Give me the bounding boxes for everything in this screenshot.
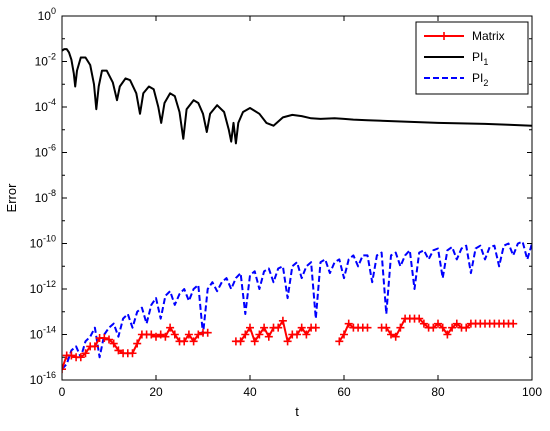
legend-pi1-label: PI1 bbox=[472, 50, 488, 67]
series-matrix-marker bbox=[443, 330, 452, 339]
y-tick-label: 10-16 bbox=[30, 370, 56, 387]
series-matrix-marker bbox=[189, 337, 198, 346]
series-matrix-marker bbox=[260, 323, 269, 332]
x-tick-label: 100 bbox=[522, 385, 542, 399]
series-matrix-marker bbox=[293, 330, 301, 339]
series-matrix-marker bbox=[166, 323, 175, 332]
series-matrix-marker bbox=[184, 330, 193, 339]
y-tick-label: 10-6 bbox=[35, 143, 56, 160]
y-tick-label: 10-12 bbox=[30, 279, 56, 296]
series-matrix-line bbox=[235, 319, 316, 343]
series-matrix-marker bbox=[283, 337, 292, 346]
x-tick-label: 0 bbox=[59, 385, 66, 399]
x-tick-label: 80 bbox=[431, 385, 445, 399]
series-pi2-line bbox=[62, 240, 532, 370]
x-tick-label: 60 bbox=[337, 385, 351, 399]
plot-frame bbox=[61, 15, 533, 381]
series-matrix-marker bbox=[452, 319, 461, 328]
y-tick-label: 10-2 bbox=[35, 52, 56, 69]
series-matrix-marker bbox=[274, 323, 283, 332]
series-matrix-marker bbox=[67, 351, 76, 360]
series-matrix-marker bbox=[448, 323, 457, 332]
series-matrix-marker bbox=[396, 323, 405, 332]
series-pi1-line bbox=[62, 48, 532, 145]
series-matrix-marker bbox=[236, 337, 245, 346]
series-matrix-marker bbox=[382, 323, 391, 332]
series-matrix-marker bbox=[76, 353, 85, 362]
y-axis-title: Error bbox=[4, 183, 19, 213]
axis-labels: 0 20 40 60 80 100 10-16 10-14 10-12 10-10 10-8 10-6… bbox=[30, 6, 543, 399]
series-matrix-marker bbox=[344, 319, 353, 328]
series-matrix-marker bbox=[90, 342, 99, 351]
series-matrix-marker bbox=[311, 323, 320, 332]
series-matrix-marker bbox=[264, 332, 273, 341]
series-matrix-marker bbox=[170, 330, 179, 339]
series-matrix-marker bbox=[250, 337, 259, 346]
series-matrix-marker bbox=[147, 330, 156, 339]
series-matrix-marker bbox=[152, 332, 160, 341]
series-matrix-marker bbox=[246, 323, 254, 332]
legend-matrix-marker bbox=[440, 32, 448, 40]
legend: Matrix PI1 PI2 bbox=[415, 21, 529, 95]
y-tick-label: 100 bbox=[38, 6, 56, 23]
legend-pi2-label: PI2 bbox=[472, 71, 488, 88]
series-matrix-marker bbox=[429, 323, 438, 332]
series-matrix-marker bbox=[105, 335, 113, 344]
series-matrix-marker bbox=[340, 330, 348, 339]
y-tick-label: 10-8 bbox=[35, 188, 56, 205]
series-matrix-marker bbox=[241, 330, 250, 339]
series-matrix-marker bbox=[114, 346, 123, 355]
series-matrix-marker bbox=[302, 330, 311, 339]
series-matrix-marker bbox=[255, 330, 264, 339]
x-tick-label: 40 bbox=[243, 385, 257, 399]
plot-series bbox=[62, 48, 532, 374]
series-matrix-marker bbox=[278, 316, 287, 325]
series-matrix-marker bbox=[363, 323, 372, 332]
x-axis-title: t bbox=[295, 404, 299, 419]
series-matrix-marker bbox=[387, 330, 395, 339]
series-matrix-marker bbox=[419, 319, 428, 328]
series-matrix-marker bbox=[434, 319, 442, 328]
legend-matrix-label: Matrix bbox=[472, 29, 505, 43]
series-matrix-marker bbox=[133, 339, 142, 348]
series-matrix-marker bbox=[62, 365, 66, 374]
y-tick-label: 10-4 bbox=[35, 97, 56, 114]
series-matrix-marker bbox=[109, 339, 118, 348]
series-matrix-marker bbox=[297, 323, 306, 332]
y-tick-label: 10-14 bbox=[30, 325, 56, 342]
series-matrix-marker bbox=[128, 349, 137, 358]
x-tick-label: 20 bbox=[149, 385, 163, 399]
series-matrix-marker bbox=[194, 330, 203, 339]
series-matrix-marker bbox=[180, 337, 189, 346]
series-matrix-marker bbox=[100, 334, 109, 343]
series-matrix-marker bbox=[438, 323, 447, 332]
series-matrix-marker bbox=[415, 314, 424, 323]
y-tick-label: 10-10 bbox=[30, 234, 56, 251]
series-matrix-marker bbox=[335, 337, 344, 346]
series-matrix-marker bbox=[391, 332, 400, 341]
series-matrix-marker bbox=[156, 330, 165, 339]
series-matrix-marker bbox=[81, 349, 90, 358]
series-matrix-marker bbox=[462, 323, 471, 332]
series-matrix-marker bbox=[203, 328, 212, 337]
series-matrix-marker bbox=[509, 319, 518, 328]
series-matrix-marker bbox=[161, 332, 170, 341]
